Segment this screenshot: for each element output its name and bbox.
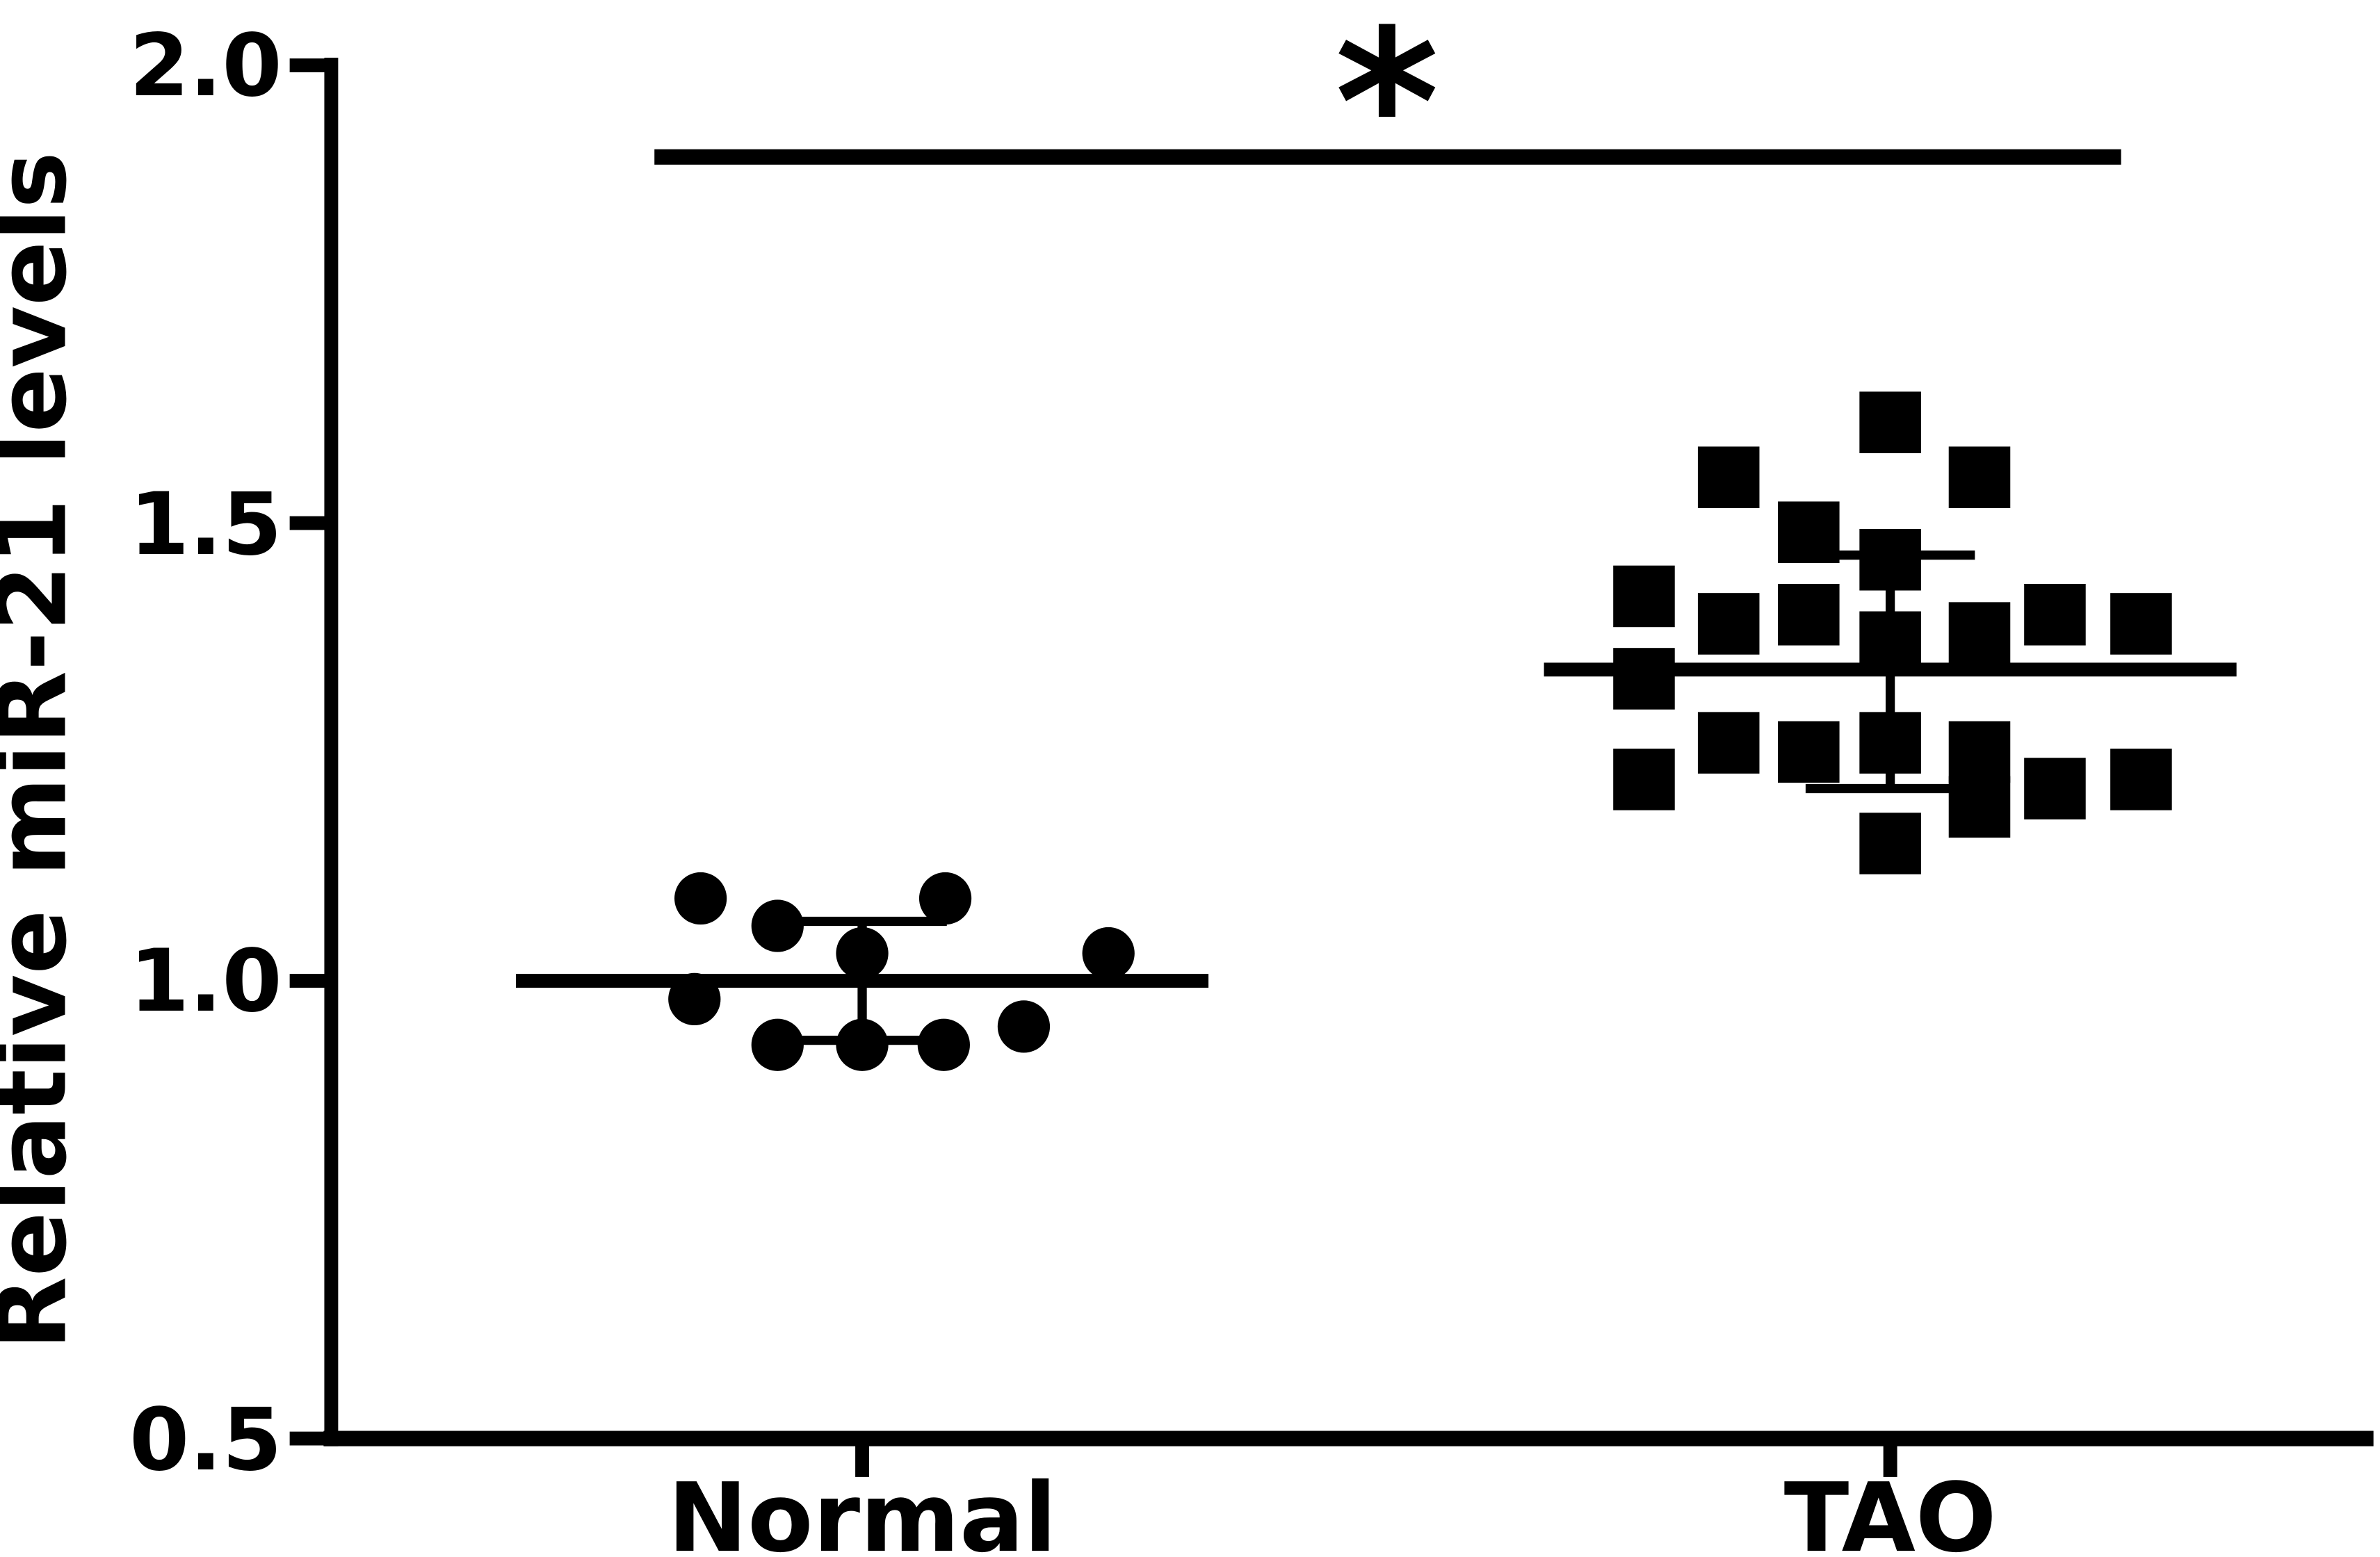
x-category-label-normal: Normal xyxy=(667,1463,1056,1557)
data-point-square xyxy=(1697,446,1760,508)
data-point-square xyxy=(1697,593,1760,655)
data-point-square xyxy=(1697,712,1760,774)
data-point-circle xyxy=(751,899,804,952)
data-point-circle xyxy=(751,1018,804,1071)
data-point-square xyxy=(2024,758,2086,820)
data-point-square xyxy=(2110,593,2172,655)
data-point-square xyxy=(1613,648,1675,710)
data-point-square xyxy=(1613,749,1675,810)
significance-asterisk: * xyxy=(1335,0,1439,220)
data-point-circle xyxy=(674,872,727,925)
data-point-square xyxy=(1778,584,1840,646)
y-tick-label-0_5: 0.5 xyxy=(129,1390,282,1490)
data-point-circle xyxy=(918,872,972,925)
data-point-square xyxy=(1778,721,1840,783)
data-point-square xyxy=(1948,446,2011,508)
data-point-square xyxy=(1859,813,1921,874)
y-tick-label-1_5: 1.5 xyxy=(129,475,282,575)
y-tick-label-2_0: 2.0 xyxy=(129,16,282,116)
data-point-square xyxy=(1859,391,1921,453)
plot-area xyxy=(289,58,2374,1477)
y-axis-title: Relative miR-21 levels xyxy=(0,152,88,1350)
x-category-label-tao: TAO xyxy=(1784,1463,1997,1557)
data-point-square xyxy=(2110,749,2172,810)
data-point-circle xyxy=(1082,927,1135,980)
y-tick-label-1_0: 1.0 xyxy=(129,931,282,1032)
data-point-circle xyxy=(997,1000,1051,1053)
data-point-square xyxy=(1948,602,2011,664)
data-point-square xyxy=(2024,584,2086,646)
data-point-square xyxy=(1613,565,1675,628)
data-point-square xyxy=(1948,721,2011,783)
